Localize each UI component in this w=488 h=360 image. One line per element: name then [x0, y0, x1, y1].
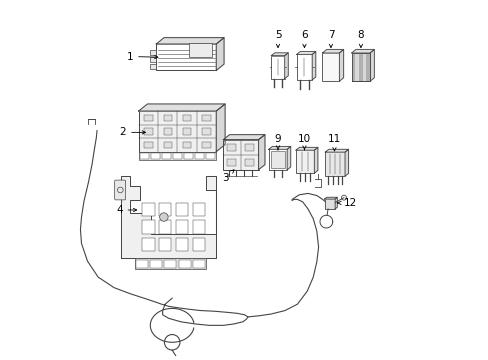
Text: 2: 2 [119, 127, 145, 138]
Bar [322, 53, 339, 81]
Bar [193, 203, 205, 216]
Polygon shape [351, 49, 374, 53]
Polygon shape [296, 51, 315, 54]
Bar [183, 128, 191, 135]
Polygon shape [258, 135, 264, 170]
Bar [223, 140, 258, 170]
Bar [324, 199, 334, 209]
Polygon shape [312, 51, 315, 80]
Bar [163, 142, 172, 148]
Bar [183, 114, 191, 121]
Text: 4: 4 [116, 205, 137, 215]
Bar [176, 203, 188, 216]
Bar [163, 128, 172, 135]
Polygon shape [324, 197, 337, 199]
Bar [139, 152, 216, 161]
Polygon shape [156, 38, 224, 44]
Polygon shape [216, 38, 224, 71]
Bar [195, 153, 203, 159]
Bar [271, 56, 284, 78]
Bar [202, 128, 210, 135]
Bar [206, 153, 215, 159]
Text: 11: 11 [327, 134, 341, 151]
Bar [140, 153, 148, 159]
Bar [176, 220, 188, 234]
Bar [296, 54, 312, 80]
Bar [159, 238, 171, 251]
Bar [183, 142, 191, 148]
Text: 3: 3 [222, 170, 234, 183]
Bar [150, 57, 156, 62]
Bar [192, 260, 204, 268]
Bar [227, 144, 236, 151]
Polygon shape [268, 147, 290, 149]
Bar [162, 153, 170, 159]
Polygon shape [216, 104, 224, 152]
Polygon shape [322, 49, 343, 53]
Bar [144, 114, 152, 121]
Bar [142, 238, 154, 251]
Polygon shape [286, 147, 290, 170]
Polygon shape [139, 104, 224, 111]
Polygon shape [325, 149, 348, 152]
Polygon shape [223, 135, 264, 140]
Bar [150, 260, 162, 268]
Text: 1: 1 [126, 51, 158, 62]
Bar [150, 64, 156, 69]
Bar [244, 144, 253, 151]
Bar [202, 114, 210, 121]
Bar [325, 152, 345, 176]
Bar [366, 53, 369, 81]
Circle shape [159, 213, 168, 221]
Bar [144, 128, 152, 135]
Bar [139, 111, 216, 152]
Bar [358, 53, 362, 81]
Text: 10: 10 [297, 134, 310, 150]
Polygon shape [314, 147, 317, 173]
Bar [142, 203, 154, 216]
Bar [202, 142, 210, 148]
Bar [193, 220, 205, 234]
Polygon shape [295, 147, 317, 150]
Polygon shape [339, 49, 343, 81]
Bar [189, 43, 212, 57]
Bar [159, 220, 171, 234]
Bar [163, 114, 172, 121]
Bar [178, 260, 190, 268]
Polygon shape [271, 53, 287, 56]
Bar [135, 258, 205, 269]
Polygon shape [121, 176, 216, 258]
Bar [351, 53, 355, 81]
Bar [164, 260, 176, 268]
Bar [144, 142, 152, 148]
Polygon shape [284, 53, 287, 78]
Bar [136, 260, 148, 268]
Bar [227, 158, 236, 166]
Polygon shape [334, 197, 337, 209]
Text: 8: 8 [357, 30, 364, 48]
Polygon shape [345, 149, 348, 176]
Bar [244, 158, 253, 166]
Polygon shape [369, 49, 374, 81]
Text: 9: 9 [274, 134, 281, 150]
Bar [270, 152, 285, 168]
Bar [173, 153, 182, 159]
Text: 5: 5 [274, 30, 281, 48]
Bar [193, 238, 205, 251]
Bar [142, 220, 154, 234]
Text: 12: 12 [337, 198, 356, 208]
Bar [183, 153, 193, 159]
Bar [295, 150, 314, 173]
Bar [159, 203, 171, 216]
Text: 6: 6 [301, 30, 307, 48]
Text: 7: 7 [327, 30, 334, 48]
FancyBboxPatch shape [114, 180, 125, 200]
Bar [351, 53, 369, 81]
Bar [150, 50, 156, 55]
Bar [150, 153, 160, 159]
Bar [176, 238, 188, 251]
Bar [156, 44, 216, 71]
Bar [268, 149, 286, 170]
